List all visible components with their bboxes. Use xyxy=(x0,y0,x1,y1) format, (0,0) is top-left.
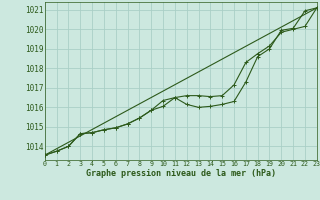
X-axis label: Graphe pression niveau de la mer (hPa): Graphe pression niveau de la mer (hPa) xyxy=(86,169,276,178)
